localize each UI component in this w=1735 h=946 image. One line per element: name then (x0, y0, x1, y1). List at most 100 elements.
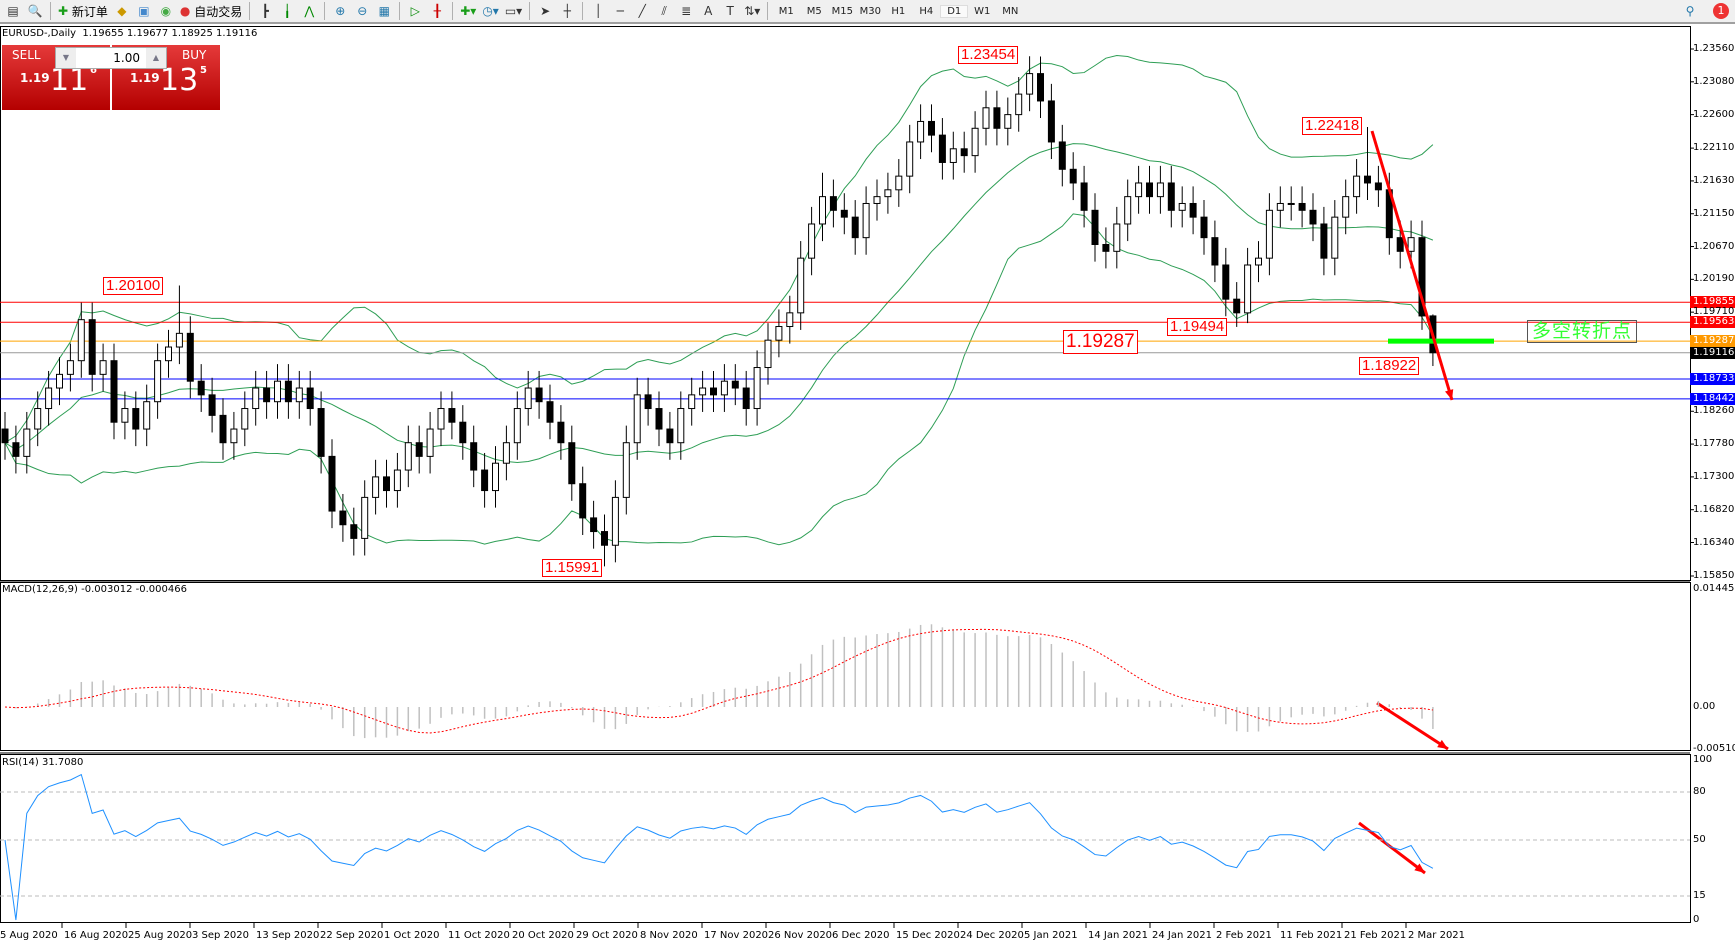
tile-windows-icon[interactable]: ▦ (378, 4, 390, 18)
price-label-high[interactable]: 1.23454 (958, 46, 1019, 64)
price-tag: 1.18733 (1690, 372, 1735, 385)
y-axis-label: 1.22110 (1693, 142, 1735, 154)
bar-chart-icon[interactable]: ┣ (261, 4, 269, 18)
candle-bearish (306, 387, 314, 410)
price-label-high[interactable]: 1.22418 (1302, 117, 1363, 135)
autoscroll-icon[interactable]: ▷ (410, 4, 420, 18)
candle-bearish (1200, 216, 1208, 239)
candle-bearish (928, 120, 935, 136)
terminal-icon[interactable]: ▣ (138, 4, 150, 18)
new-order-button[interactable]: ✚ 新订单 (55, 1, 111, 21)
candle-bullish (1015, 93, 1023, 116)
x-axis-label: 5 Jan 2021 (1024, 930, 1078, 941)
buy-price-fraction: 5 (200, 65, 207, 76)
y-axis-label: 1.19710 (1693, 306, 1735, 318)
pivot-price-label[interactable]: 1.19287 (1063, 330, 1138, 354)
chart-window-icon[interactable]: ▤ (7, 4, 19, 18)
candle-bearish (960, 148, 968, 157)
lot-size-stepper[interactable]: ▼ 1.00 ▲ (55, 47, 167, 69)
macd-panel-frame (0, 582, 1691, 751)
pivot-text-label[interactable]: 多空转折点 (1527, 320, 1637, 343)
candle-bullish (1004, 114, 1012, 129)
increase-lot-button[interactable]: ▲ (146, 48, 166, 68)
line-chart-icon[interactable]: ⋀ (304, 4, 315, 18)
price-label-high[interactable]: 1.20100 (103, 277, 164, 295)
x-axis-label: 22 Sep 2020 (320, 930, 384, 941)
timeframe-m30[interactable]: M30 (859, 5, 881, 17)
candle-bullish (906, 141, 914, 177)
candle-bullish (775, 326, 783, 341)
x-axis-label: 11 Feb 2021 (1280, 930, 1343, 941)
lot-size-input[interactable]: 1.00 (113, 51, 140, 65)
indicators-icon[interactable]: ✚▾ (460, 4, 477, 18)
candle-bearish (601, 531, 608, 546)
timeframe-h1[interactable]: H1 (891, 5, 906, 17)
templates-icon[interactable]: ▭▾ (504, 4, 523, 18)
candle-bearish (731, 380, 739, 389)
divider (767, 2, 769, 20)
notification-badge[interactable]: 1 (1713, 3, 1729, 19)
timeframe-d1[interactable]: D1 (940, 4, 969, 18)
auto-trading-button[interactable]: ● 自动交易 (177, 1, 245, 21)
timeframe-m5[interactable]: M5 (806, 5, 822, 17)
y-axis-label: 1.16820 (1693, 503, 1735, 515)
y-axis-label: 1.15850 (1693, 569, 1735, 581)
fibonacci-icon[interactable]: ≣ (681, 4, 692, 18)
navigator-icon[interactable]: 🔍 (27, 4, 43, 18)
x-axis-label: 8 Nov 2020 (640, 930, 698, 941)
timeframe-h4[interactable]: H4 (919, 5, 934, 17)
candle-bearish (448, 408, 456, 423)
price-label-low[interactable]: 1.19494 (1167, 318, 1228, 336)
text-icon[interactable]: A (704, 4, 713, 18)
timeframe-m1[interactable]: M1 (778, 5, 794, 17)
zoom-in-icon[interactable]: ⊕ (335, 4, 346, 18)
x-axis-label: 11 Oct 2020 (448, 930, 510, 941)
timeframe-w1[interactable]: W1 (974, 5, 991, 17)
rsi-axis-label: 100 (1693, 754, 1713, 765)
candle-bullish (524, 387, 532, 410)
candle-bullish (753, 367, 761, 410)
timeframe-m15[interactable]: M15 (831, 5, 853, 17)
market-watch-icon[interactable]: ◆ (117, 4, 127, 18)
chart-shift-icon[interactable]: ╂ (433, 4, 441, 18)
signals-icon[interactable]: ◉ (160, 4, 172, 18)
arrows-icon[interactable]: ⇅▾ (744, 4, 761, 18)
candle-bearish (993, 107, 1001, 129)
trendline-icon[interactable]: ╱ (638, 4, 646, 18)
candle-bullish (1156, 182, 1164, 198)
candle-bullish (622, 442, 630, 498)
crosshair-icon[interactable]: ┼ (563, 4, 571, 18)
decrease-lot-button[interactable]: ▼ (56, 48, 76, 68)
x-axis-label: 13 Sep 2020 (256, 930, 320, 941)
candle-bearish (197, 380, 205, 396)
x-axis-label: 21 Feb 2021 (1344, 930, 1407, 941)
horizontal-line-icon[interactable]: ─ (616, 4, 624, 18)
x-axis-label: 15 Dec 2020 (896, 930, 960, 941)
candle-bullish (1244, 264, 1252, 314)
candle-bearish (383, 476, 390, 492)
vertical-line-icon[interactable]: │ (594, 4, 602, 18)
macd-signal-line (4, 628, 1433, 734)
divider (50, 2, 51, 20)
price-label-low[interactable]: 1.18922 (1359, 357, 1420, 375)
candle-bearish (481, 469, 489, 492)
rsi-axis-label: 50 (1693, 834, 1706, 845)
periods-clock-icon[interactable]: ◷▾ (482, 4, 499, 18)
zoom-out-icon[interactable]: ⊖ (357, 4, 368, 18)
search-icon[interactable]: ⚲ (1685, 4, 1695, 18)
x-axis-label: 16 Aug 2020 (64, 930, 129, 941)
price-tag: 1.19116 (1690, 346, 1735, 359)
text-label-icon[interactable]: T (726, 4, 734, 18)
cursor-icon[interactable]: ➤ (540, 4, 551, 18)
toolbar-right: ⚲ 1 (1679, 1, 1729, 21)
timeframe-mn[interactable]: MN (1002, 5, 1019, 17)
candlestick-icon[interactable]: ╽ (283, 4, 291, 18)
x-axis-label: 25 Aug 2020 (128, 930, 193, 941)
candle-bullish (688, 394, 696, 410)
price-label-low[interactable]: 1.15991 (542, 559, 603, 577)
candle-bearish (1102, 243, 1110, 252)
candle-bullish (1265, 209, 1273, 259)
candle-bullish (175, 332, 183, 348)
equidistant-channel-icon[interactable]: ⫽ (661, 3, 667, 18)
